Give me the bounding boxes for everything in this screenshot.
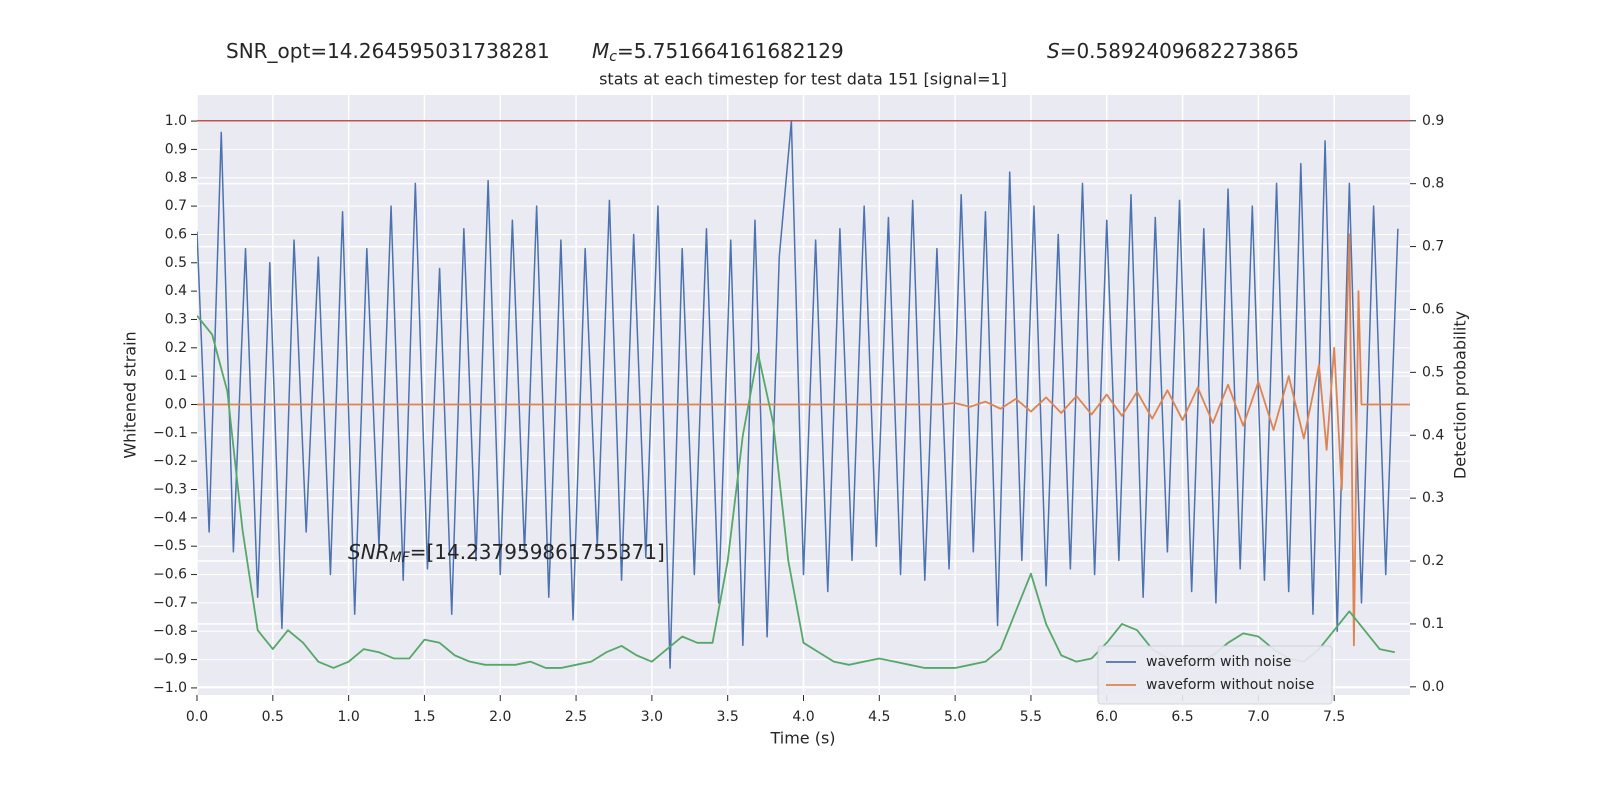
x-tick-label: 5.5 (1020, 709, 1042, 725)
x-tick-label: 7.0 (1247, 709, 1269, 725)
legend-label: waveform without noise (1146, 677, 1314, 693)
y-tick-label: 0.8 (165, 170, 187, 186)
x-tick-label: 4.5 (868, 709, 890, 725)
y-tick-label: 1.0 (165, 113, 187, 129)
y-tick-label: −0.9 (153, 652, 187, 668)
y2-tick-label: 0.6 (1422, 301, 1444, 317)
y-tick-label: 0.4 (165, 283, 187, 299)
y2-tick-label: 0.2 (1422, 553, 1444, 569)
x-tick-label: 3.0 (641, 709, 663, 725)
y-tick-label: −0.5 (153, 538, 187, 554)
x-tick-label: 2.0 (489, 709, 511, 725)
y2-tick-label: 0.1 (1422, 616, 1444, 632)
y-tick-label: 0.2 (165, 340, 187, 356)
annotation-text: =[14.237959861755371] (410, 540, 665, 564)
annotation: S=0.5892409682273865 (1047, 39, 1299, 63)
chart-title: stats at each timestep for test data 151… (599, 70, 1007, 89)
y-tick-label: −0.4 (153, 510, 187, 526)
x-tick-label: 0.0 (186, 709, 208, 725)
y-tick-label: 0.7 (165, 198, 187, 214)
y-tick-label: 0.1 (165, 368, 187, 384)
y-tick-label: −0.6 (153, 567, 187, 583)
legend-label: waveform with noise (1146, 654, 1291, 670)
y2-tick-label: 0.0 (1422, 679, 1444, 695)
x-tick-label: 0.5 (262, 709, 284, 725)
annotation: SNRMF=[14.237959861755371] (348, 540, 665, 567)
y2-tick-label: 0.5 (1422, 364, 1444, 380)
y-tick-label: −1.0 (153, 680, 187, 696)
y-tick-label: 0.9 (165, 141, 187, 157)
legend: waveform with noise waveform without nois… (1097, 645, 1333, 705)
annotation-text: =0.5892409682273865 (1060, 39, 1299, 63)
annotation-symbol: S (1047, 39, 1060, 63)
y-axis-label: Whitened strain (121, 331, 140, 458)
y2-axis-label: Detection probability (1451, 311, 1470, 479)
x-tick-label: 7.5 (1323, 709, 1345, 725)
x-tick-label: 3.5 (717, 709, 739, 725)
x-tick-label: 1.0 (337, 709, 359, 725)
y-tick-label: 0.3 (165, 311, 187, 327)
series-line (197, 233, 1410, 647)
y-tick-label: −0.3 (153, 482, 187, 498)
x-tick-label: 1.5 (413, 709, 435, 725)
annotation: Mc=5.751664161682129 (592, 39, 844, 66)
y2-tick-label: 0.9 (1422, 113, 1444, 129)
annotation-subscript: MF (390, 550, 411, 566)
x-axis-label: Time (s) (769, 729, 835, 748)
y2-tick-label: 0.8 (1422, 176, 1444, 192)
x-tick-label: 6.0 (1096, 709, 1118, 725)
annotation-symbol: M (592, 39, 609, 63)
y-tick-label: −0.7 (153, 595, 187, 611)
annotation-subscript: c (609, 49, 617, 65)
annotation-text: SNR_opt=14.264595031738281 (226, 39, 550, 63)
plot-lines (197, 120, 1410, 669)
annotation-symbol: SNR (348, 540, 390, 564)
y-tick-label: −0.1 (153, 425, 187, 441)
x-tick-label: 5.0 (944, 709, 966, 725)
series-line (197, 120, 1399, 669)
x-tick-label: 6.5 (1171, 709, 1193, 725)
annotation: SNR_opt=14.264595031738281 (226, 39, 550, 63)
legend-box (1097, 645, 1333, 705)
y-tick-label: 0.0 (165, 396, 187, 412)
y-tick-label: 0.6 (165, 226, 187, 242)
x-tick-label: 4.0 (792, 709, 814, 725)
y2-tick-label: 0.3 (1422, 490, 1444, 506)
y-tick-label: −0.2 (153, 453, 187, 469)
y2-tick-label: 0.4 (1422, 427, 1444, 443)
x-tick-label: 2.5 (565, 709, 587, 725)
y2-tick-label: 0.7 (1422, 239, 1444, 255)
annotation-text: =5.751664161682129 (617, 39, 844, 63)
y-tick-label: 0.5 (165, 255, 187, 271)
y-tick-label: −0.8 (153, 623, 187, 639)
